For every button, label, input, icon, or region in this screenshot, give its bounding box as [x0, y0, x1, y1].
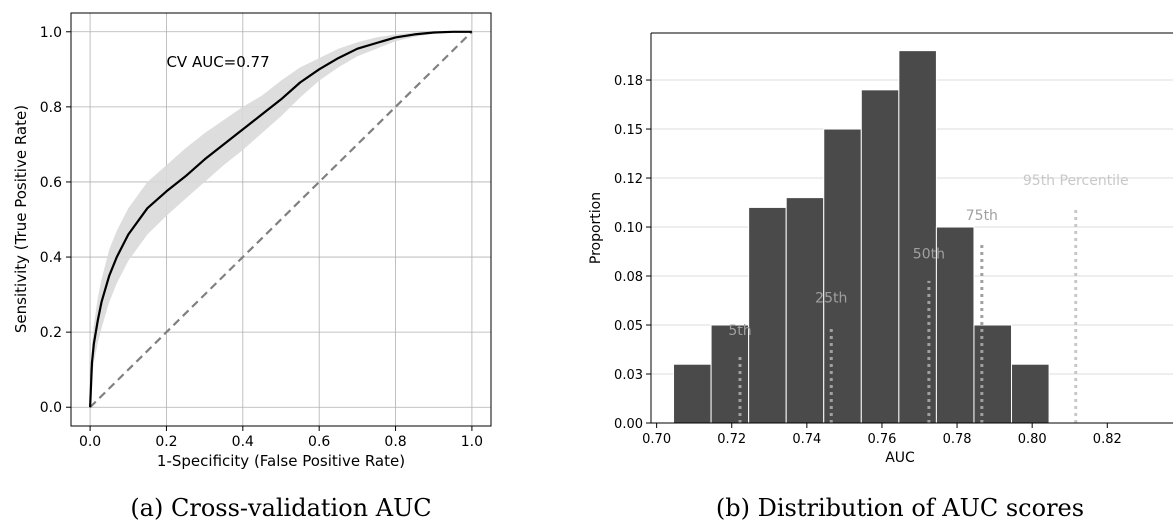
histogram-y-tick-label: 0.08	[614, 270, 643, 285]
roc-chance-line	[89, 30, 473, 409]
percentile-label: 25th	[815, 290, 847, 306]
roc-plot-frame	[70, 12, 492, 427]
histogram-bar	[898, 50, 937, 423]
percentile-label: 5th	[728, 323, 751, 339]
roc-confidence-band	[90, 31, 472, 408]
roc-y-axis-label: Sensitivity (True Positive Rate)	[12, 105, 30, 333]
roc-x-tick-label: 0.4	[232, 434, 254, 450]
roc-y-tick-label: 1.0	[40, 25, 62, 41]
histogram-y-tick-label: 0.05	[614, 319, 643, 334]
histogram-y-tick-label: 0.12	[614, 172, 643, 187]
roc-x-tick-label: 0.0	[79, 434, 101, 450]
histogram-bar	[748, 206, 787, 423]
histogram-bar	[673, 363, 712, 423]
roc-y-tick-label: 0.2	[40, 325, 62, 341]
roc-auc-annotation: CV AUC=0.77	[166, 53, 269, 71]
caption-b: (b) Distribution of AUC scores	[716, 494, 1084, 522]
histogram-x-tick-label: 0.78	[943, 432, 972, 447]
percentile-label: 75th	[966, 208, 998, 224]
roc-grid	[71, 13, 491, 426]
roc-lines-group	[89, 30, 473, 409]
roc-confidence-band-group	[90, 31, 472, 408]
roc-x-tick-label: 1.0	[461, 434, 483, 450]
roc-y-tick-label: 0.8	[40, 100, 62, 116]
histogram-bar	[823, 128, 862, 423]
histogram-x-tick-label: 0.70	[642, 432, 671, 447]
roc-mean-curve	[89, 30, 472, 408]
histogram-bar	[710, 324, 750, 423]
percentile-markers-group: 5th 25th 50th 75th 95th Percentile	[728, 173, 1129, 423]
histogram-y-tick-label: 0.03	[614, 368, 643, 383]
histogram-x-tick-label: 0.82	[1093, 432, 1122, 447]
percentile-label: 95th Percentile	[1023, 173, 1129, 189]
roc-y-tick-label: 0.6	[40, 175, 62, 191]
histogram-bar	[1011, 363, 1050, 423]
histogram-y-tick-label: 0.10	[614, 221, 643, 236]
histogram-bar	[973, 324, 1013, 423]
histogram-bar	[785, 197, 825, 423]
percentile-label: 50th	[913, 246, 945, 262]
histogram-y-tick-label: 0.15	[614, 123, 643, 138]
roc-y-tick-label: 0.0	[40, 400, 62, 416]
roc-chart: 0.0 0.2 0.4 0.6 0.8 1.0 0.0 0.2 0.4 0.6 0.8 1.0 CV …	[12, 12, 492, 522]
histogram-bar	[935, 226, 975, 423]
caption-a: (a) Cross-validation AUC	[130, 494, 431, 522]
histogram-x-axis-label: AUC	[885, 450, 915, 466]
histogram-bar	[860, 89, 900, 423]
histogram-y-axis-label: Proportion	[588, 192, 604, 264]
roc-y-tick-label: 0.4	[40, 250, 62, 266]
histogram-x-tick-label: 0.74	[792, 432, 821, 447]
roc-x-tick-label: 0.6	[308, 434, 330, 450]
histogram-x-tick-label: 0.72	[717, 432, 746, 447]
histogram-x-tick-label: 0.76	[867, 432, 896, 447]
roc-ticks: 0.0 0.2 0.4 0.6 0.8 1.0 0.0 0.2 0.4 0.6 0.8 1.0	[40, 25, 483, 450]
histogram-y-tick-label: 0.18	[614, 74, 643, 89]
histogram-x-tick-label: 0.80	[1018, 432, 1047, 447]
histogram-y-tick-label: 0.00	[614, 417, 643, 432]
histogram-bars-group	[673, 50, 1050, 423]
roc-x-axis-label: 1-Specificity (False Positive Rate)	[157, 452, 405, 470]
roc-x-tick-label: 0.8	[384, 434, 406, 450]
histogram-ticks: 0.00 0.03 0.05 0.08 0.10 0.12 0.15 0.18 0.70 0.72…	[614, 74, 1122, 447]
roc-x-tick-label: 0.2	[155, 434, 177, 450]
